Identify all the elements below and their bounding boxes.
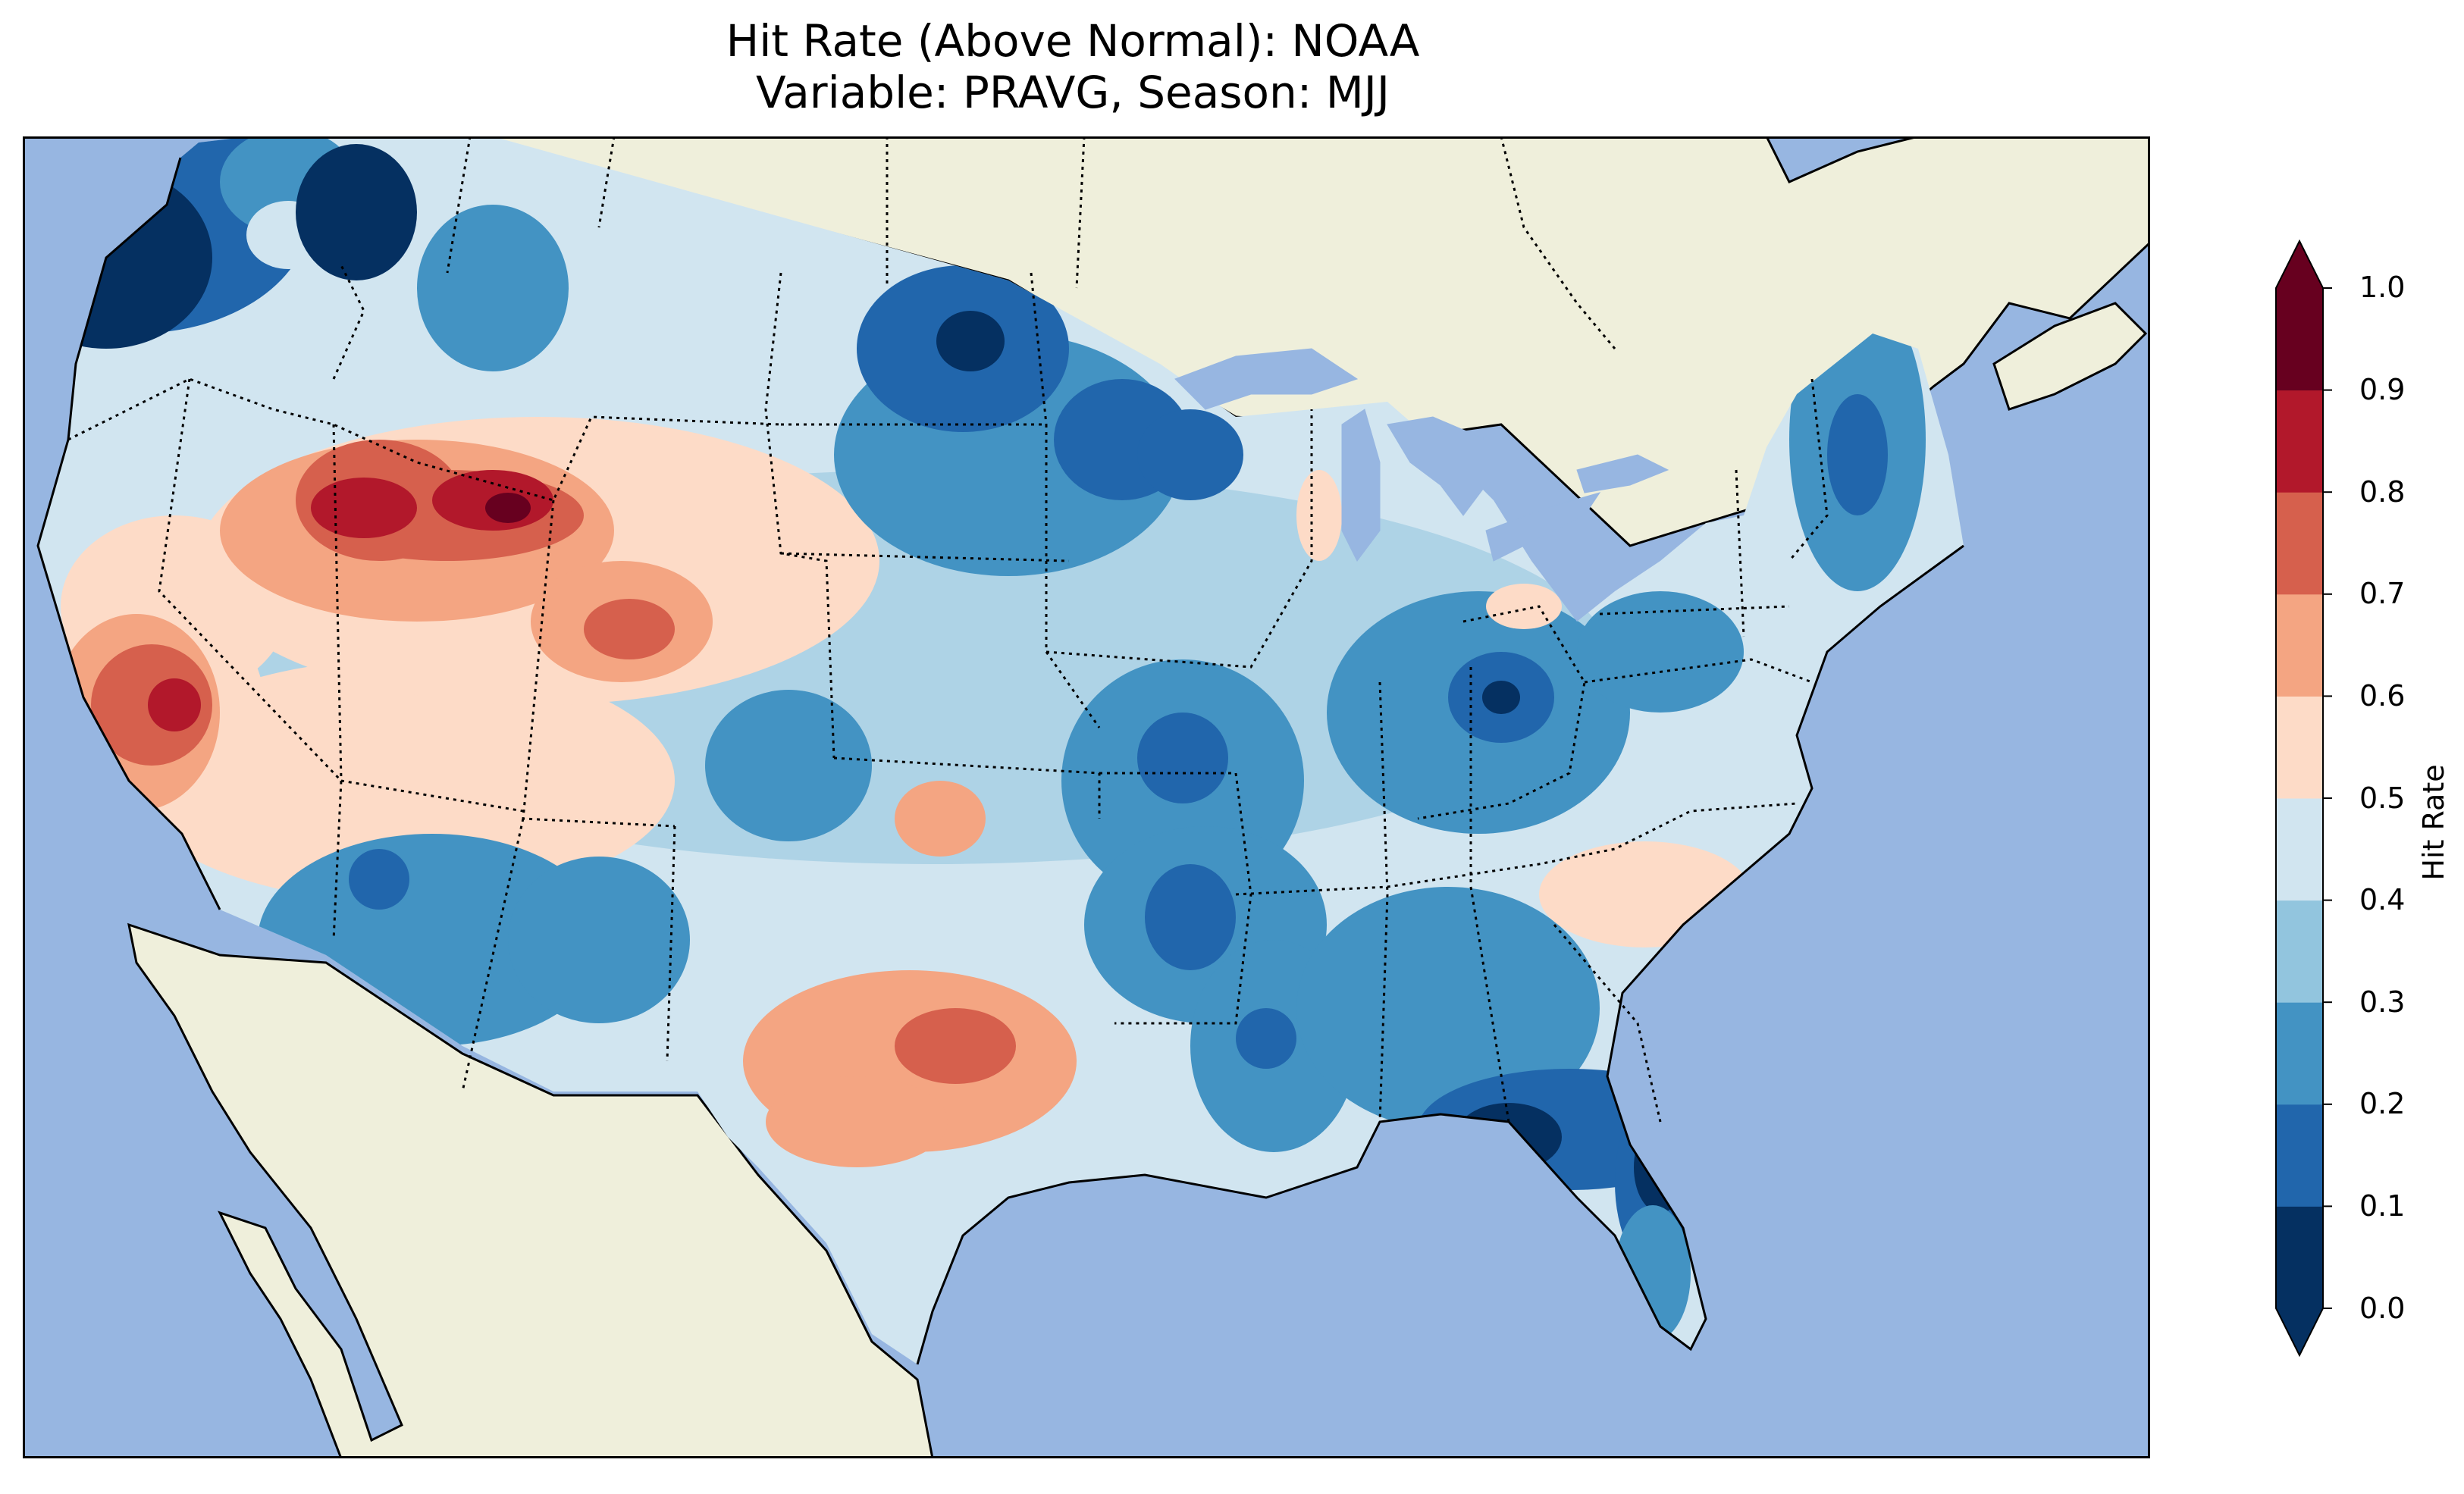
colorbar-segment	[2276, 1206, 2323, 1309]
colorbar-tick-4: 0.4	[2359, 883, 2406, 916]
colorbar-tick-5: 0.5	[2359, 781, 2406, 815]
colorbar-segment	[2276, 696, 2323, 799]
colorbar-segment	[2276, 798, 2323, 901]
colorbar-tick-9: 0.9	[2359, 373, 2406, 406]
colorbar-segment	[2276, 900, 2323, 1003]
colorbar-extend-max	[2276, 241, 2323, 288]
colorbar-tick-1: 0.1	[2359, 1189, 2406, 1223]
map-frame	[23, 136, 2150, 1458]
colorbar-segment	[2276, 594, 2323, 697]
chart-subtitle: Variable: PRAVG, Season: MJJ	[756, 67, 1390, 118]
map-area	[23, 136, 2150, 1458]
colorbar-label: Hit Rate	[2417, 764, 2450, 881]
colorbar-segment	[2276, 1104, 2323, 1207]
colorbar-tick-3: 0.3	[2359, 985, 2406, 1019]
colorbar-tick-2: 0.2	[2359, 1087, 2406, 1120]
chart-title: Hit Rate (Above Normal): NOAA	[726, 15, 1420, 67]
great-lakes	[1174, 348, 1669, 562]
colorbar-tick-6: 0.6	[2359, 679, 2406, 713]
colorbar-segment	[2276, 288, 2323, 391]
colorbar-extend-min	[2276, 1308, 2323, 1355]
colorbar	[2275, 239, 2332, 1358]
colorbar-segment	[2276, 1002, 2323, 1105]
mexico-land	[127, 922, 934, 1458]
colorbar-segment	[2276, 390, 2323, 493]
colorbar-tick-10: 1.0	[2359, 271, 2406, 304]
colorbar-tick-0: 0.0	[2359, 1292, 2406, 1325]
colorbar-tick-7: 0.7	[2359, 577, 2406, 610]
hit-rate-field	[38, 136, 1926, 1342]
colorbar-segment	[2276, 492, 2323, 595]
us-coastline	[36, 157, 1964, 1365]
maritimes-land	[1992, 302, 2148, 411]
canada-borders	[446, 136, 1616, 349]
state-borders	[67, 265, 1829, 1123]
colorbar-tick-8: 0.8	[2359, 475, 2406, 509]
